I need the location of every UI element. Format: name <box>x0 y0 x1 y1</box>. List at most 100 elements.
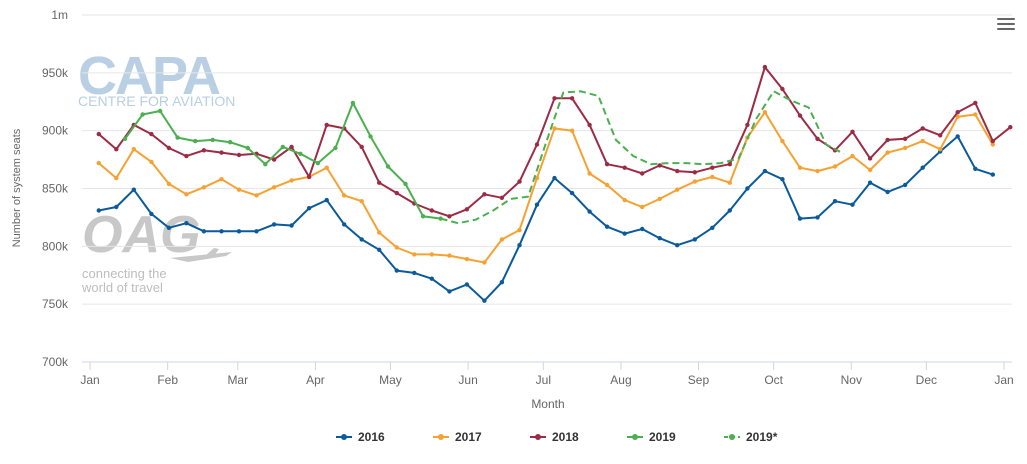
data-point <box>657 196 662 202</box>
data-point <box>236 229 242 234</box>
legend-marker-swatch <box>438 434 444 440</box>
data-point <box>333 145 338 151</box>
data-point <box>429 276 434 281</box>
data-point <box>350 100 356 106</box>
legend[interactable]: 2016 2017 2018 2019 2019* <box>336 430 778 444</box>
data-point <box>201 185 207 190</box>
data-point <box>727 162 732 167</box>
data-point <box>403 181 408 187</box>
y-tick-label: 1m <box>51 8 68 22</box>
axis-layer: 700k 750k 800k 850k 900k 950k 1m Jan Feb Mar Apr Ma… <box>42 8 1014 387</box>
data-point <box>692 179 697 184</box>
data-point <box>552 126 557 131</box>
data-point <box>131 187 136 192</box>
data-point <box>114 175 119 181</box>
data-point <box>219 229 224 234</box>
data-point <box>201 229 207 234</box>
data-point <box>640 226 645 232</box>
data-point <box>289 144 294 150</box>
data-point <box>675 187 680 192</box>
capa-logo-subtitle: CENTRE FOR AVIATION <box>78 93 235 109</box>
data-point <box>990 142 995 147</box>
legend-item[interactable]: 2019* <box>724 430 778 444</box>
y-tick-label: 900k <box>42 124 69 138</box>
data-point <box>499 195 505 200</box>
data-point <box>114 147 119 152</box>
data-point <box>377 230 382 235</box>
data-point <box>780 86 785 92</box>
data-point <box>219 177 224 182</box>
x-tick-label: Oct <box>764 373 783 387</box>
data-point <box>587 122 592 128</box>
legend-label: 2016 <box>358 430 385 444</box>
data-point <box>342 222 347 227</box>
data-point <box>464 207 470 212</box>
hamburger-menu-icon[interactable] <box>997 18 1015 32</box>
data-point <box>464 256 470 262</box>
data-point <box>850 153 855 159</box>
x-axis-title: Month <box>531 397 564 411</box>
data-point <box>762 168 768 174</box>
data-point <box>552 96 557 101</box>
data-point <box>920 138 925 144</box>
data-point <box>622 165 627 170</box>
data-point <box>885 137 890 143</box>
data-point <box>131 147 136 152</box>
series-2017 <box>96 110 995 265</box>
data-point <box>955 134 960 139</box>
watermark-layer: CAPA CENTRE FOR AVIATION OAG connecting … <box>78 46 235 295</box>
legend-label: 2018 <box>552 430 579 444</box>
data-point <box>832 199 838 204</box>
x-tick-label: May <box>379 373 402 387</box>
data-point <box>727 180 732 185</box>
x-tick-label: Apr <box>306 373 325 387</box>
data-point <box>210 137 215 143</box>
data-point <box>762 110 768 115</box>
legend-label: 2019* <box>746 430 778 444</box>
data-point <box>377 247 382 252</box>
data-point <box>184 221 189 226</box>
x-tick-label: Dec <box>916 373 937 387</box>
data-point <box>447 214 452 219</box>
data-point <box>175 135 180 140</box>
legend-item[interactable]: 2019 <box>627 430 676 444</box>
data-point <box>552 175 557 181</box>
oag-tagline-line-1: connecting the <box>82 266 167 281</box>
data-point <box>499 237 505 242</box>
data-point <box>990 172 995 177</box>
series-line <box>440 90 845 225</box>
data-point <box>482 192 487 197</box>
data-point <box>219 150 224 155</box>
data-point <box>675 243 680 248</box>
data-point <box>429 252 434 257</box>
data-point <box>289 178 294 183</box>
x-tick-label: Nov <box>841 373 862 387</box>
legend-label: 2017 <box>455 430 482 444</box>
data-point <box>902 145 908 151</box>
data-point <box>499 280 505 285</box>
data-point <box>96 131 102 137</box>
data-point <box>298 151 303 156</box>
y-tick-label: 950k <box>42 66 69 80</box>
data-point <box>420 214 426 219</box>
data-point <box>885 189 890 195</box>
data-point <box>780 138 785 144</box>
legend-item[interactable]: 2016 <box>336 430 385 444</box>
data-point <box>973 112 978 117</box>
series-2019 <box>122 100 443 221</box>
series-line <box>98 111 994 264</box>
data-point <box>850 129 855 134</box>
data-point <box>604 182 610 188</box>
x-tick-label: Jul <box>536 373 551 387</box>
oag-tagline-line-2: world of travel <box>81 280 163 295</box>
data-point <box>604 224 610 229</box>
legend-item[interactable]: 2018 <box>530 430 579 444</box>
x-tick-label: Jan <box>994 373 1013 387</box>
data-point <box>885 150 890 155</box>
data-point <box>867 180 873 185</box>
legend-item[interactable]: 2017 <box>433 430 482 444</box>
data-point <box>780 177 785 182</box>
data-point <box>902 182 908 188</box>
data-point <box>622 231 627 236</box>
data-point <box>832 164 838 169</box>
